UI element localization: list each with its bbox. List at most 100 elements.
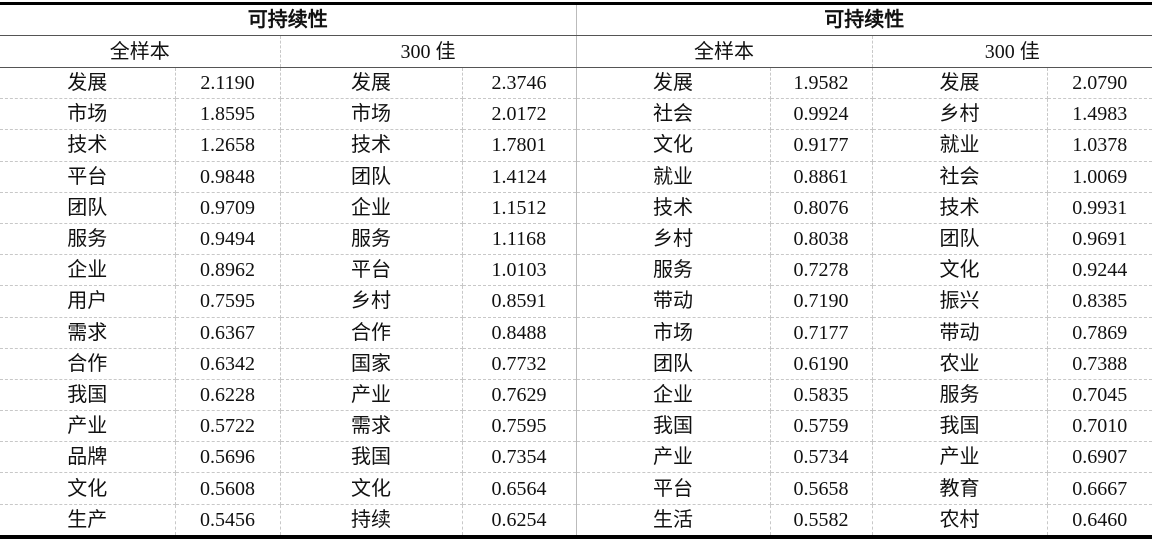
weight-cell: 0.5608: [174, 472, 281, 505]
keyword-cell: 乡村: [871, 98, 1048, 131]
weight-cell: 0.7388: [1046, 347, 1152, 380]
weight-cell: 0.8591: [461, 285, 577, 318]
weight-cell: 0.7190: [769, 285, 873, 318]
subheader-top300: 300 佳: [871, 35, 1152, 68]
weight-cell: 0.8385: [1046, 285, 1152, 318]
table-row: 服务 0.9494 服务 1.1168 乡村 0.8038 团队 0.9691: [0, 222, 1152, 256]
subheader-full-sample: 全样本: [0, 35, 281, 68]
keyword-cell: 产业: [871, 441, 1048, 474]
keyword-cell: 发展: [279, 66, 463, 100]
weight-cell: 0.9931: [1046, 191, 1152, 224]
keyword-cell: 企业: [0, 254, 176, 287]
weight-cell: 1.1512: [461, 191, 577, 224]
keyword-cell: 服务: [0, 222, 176, 256]
keyword-cell: 发展: [871, 66, 1048, 100]
subheader-top300: 300 佳: [279, 35, 577, 68]
keyword-cell: 带动: [575, 285, 771, 318]
table-row: 企业 0.8962 平台 1.0103 服务 0.7278 文化 0.9244: [0, 254, 1152, 287]
weight-cell: 0.9709: [174, 191, 281, 224]
keyword-cell: 教育: [871, 472, 1048, 505]
table-row: 需求 0.6367 合作 0.8488 市场 0.7177 带动 0.7869: [0, 316, 1152, 349]
keyword-cell: 产业: [575, 441, 771, 474]
weight-cell: 1.7801: [461, 129, 577, 162]
keyword-cell: 发展: [0, 66, 176, 100]
weight-cell: 0.7869: [1046, 316, 1152, 349]
weight-cell: 1.4983: [1046, 98, 1152, 131]
keyword-cell: 市场: [279, 98, 463, 131]
weight-cell: 0.9494: [174, 222, 281, 256]
subheader-row: 全样本 300 佳 全样本 300 佳: [0, 35, 1152, 68]
weight-cell: 2.1190: [174, 66, 281, 100]
weight-cell: 0.5835: [769, 378, 873, 412]
weight-cell: 0.5658: [769, 472, 873, 505]
keyword-cell: 我国: [279, 441, 463, 474]
weight-cell: 0.9177: [769, 129, 873, 162]
weight-cell: 0.7278: [769, 254, 873, 287]
weight-cell: 0.8962: [174, 254, 281, 287]
keyword-cell: 品牌: [0, 441, 176, 474]
keyword-cell: 产业: [279, 378, 463, 412]
table-row: 用户 0.7595 乡村 0.8591 带动 0.7190 振兴 0.8385: [0, 285, 1152, 318]
weight-cell: 0.6190: [769, 347, 873, 380]
keyword-cell: 持续: [279, 503, 463, 538]
weight-cell: 0.7045: [1046, 378, 1152, 412]
weight-cell: 0.5759: [769, 410, 873, 443]
weight-cell: 1.0069: [1046, 160, 1152, 193]
weight-cell: 0.8861: [769, 160, 873, 193]
weight-cell: 1.0103: [461, 254, 577, 287]
group-title: 可持续性: [575, 3, 1152, 36]
keyword-cell: 需求: [279, 410, 463, 443]
table-row: 品牌 0.5696 我国 0.7354 产业 0.5734 产业 0.6907: [0, 441, 1152, 474]
keyword-cell: 团队: [279, 160, 463, 193]
keyword-cell: 我国: [575, 410, 771, 443]
keyword-cell: 社会: [871, 160, 1048, 193]
keyword-cell: 平台: [575, 472, 771, 505]
weight-cell: 0.7595: [461, 410, 577, 443]
weight-cell: 0.6367: [174, 316, 281, 349]
weight-cell: 0.5734: [769, 441, 873, 474]
weight-cell: 0.8076: [769, 191, 873, 224]
keyword-cell: 市场: [0, 98, 176, 131]
keyword-cell: 带动: [871, 316, 1048, 349]
weight-cell: 0.5582: [769, 503, 873, 538]
keyword-cell: 平台: [0, 160, 176, 193]
keyword-cell: 服务: [575, 254, 771, 287]
weight-cell: 0.9244: [1046, 254, 1152, 287]
keyword-cell: 我国: [871, 410, 1048, 443]
weight-cell: 0.8038: [769, 222, 873, 256]
keyword-cell: 技术: [575, 191, 771, 224]
keyword-cell: 技术: [279, 129, 463, 162]
table-row: 市场 1.8595 市场 2.0172 社会 0.9924 乡村 1.4983: [0, 98, 1152, 131]
keyword-cell: 团队: [0, 191, 176, 224]
keyword-cell: 社会: [575, 98, 771, 131]
keyword-cell: 农业: [871, 347, 1048, 380]
keyword-cell: 生产: [0, 503, 176, 538]
weight-cell: 1.4124: [461, 160, 577, 193]
weight-cell: 0.5456: [174, 503, 281, 538]
group-title: 可持续性: [0, 3, 577, 36]
weight-cell: 0.6228: [174, 378, 281, 412]
keyword-cell: 企业: [279, 191, 463, 224]
keyword-cell: 技术: [871, 191, 1048, 224]
weight-cell: 0.7595: [174, 285, 281, 318]
weight-cell: 0.7177: [769, 316, 873, 349]
weight-cell: 1.9582: [769, 66, 873, 100]
keyword-cell: 团队: [575, 347, 771, 380]
keyword-cell: 需求: [0, 316, 176, 349]
subheader-full-sample: 全样本: [575, 35, 873, 68]
keyword-cell: 企业: [575, 378, 771, 412]
keyword-cell: 文化: [0, 472, 176, 505]
table-row: 技术 1.2658 技术 1.7801 文化 0.9177 就业 1.0378: [0, 129, 1152, 162]
weight-cell: 0.5696: [174, 441, 281, 474]
weight-cell: 1.8595: [174, 98, 281, 131]
weight-cell: 0.6564: [461, 472, 577, 505]
weight-cell: 0.6907: [1046, 441, 1152, 474]
table-row: 生产 0.5456 持续 0.6254 生活 0.5582 农村 0.6460: [0, 503, 1152, 538]
table-row: 发展 2.1190 发展 2.3746 发展 1.9582 发展 2.0790: [0, 66, 1152, 100]
keyword-cell: 文化: [871, 254, 1048, 287]
weight-cell: 1.2658: [174, 129, 281, 162]
keyword-cell: 文化: [575, 129, 771, 162]
table-row: 产业 0.5722 需求 0.7595 我国 0.5759 我国 0.7010: [0, 410, 1152, 443]
weight-cell: 0.9691: [1046, 222, 1152, 256]
